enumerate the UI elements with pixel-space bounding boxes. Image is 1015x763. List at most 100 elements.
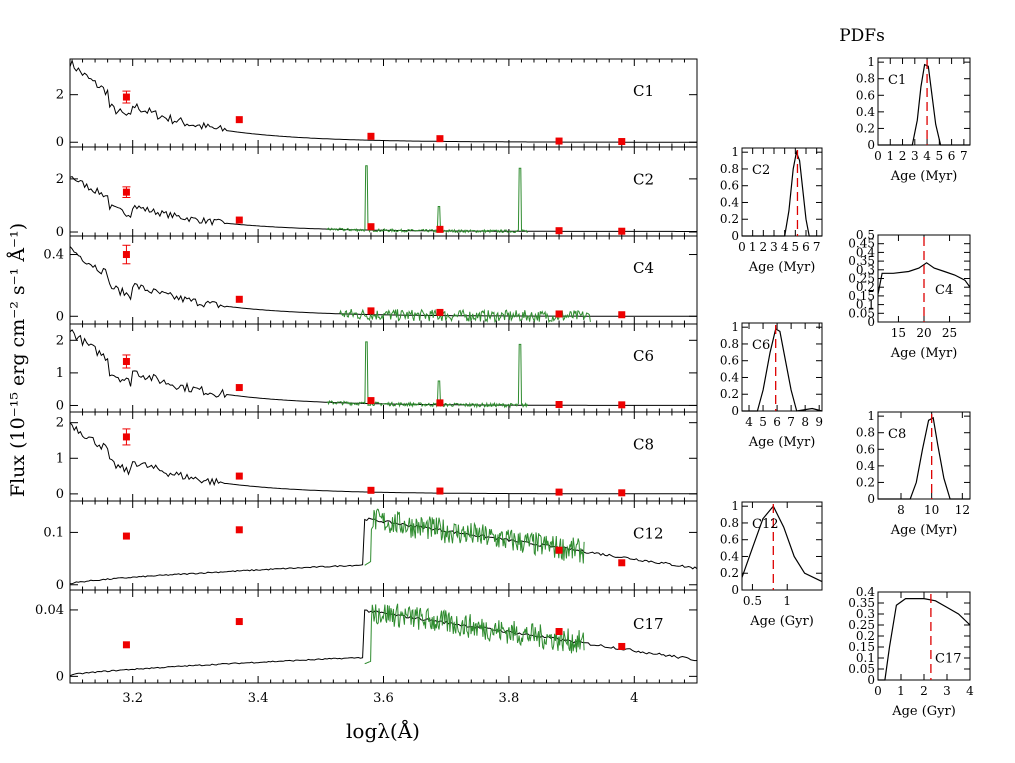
photometry-point: [235, 618, 243, 626]
panel-label-c2: C2: [633, 170, 654, 188]
photometry-point: [235, 295, 243, 303]
pdf-x-tick-label: 7: [813, 240, 821, 254]
pdf-y-tick-label: 0: [731, 404, 739, 418]
model-spectrum-c12: [69, 517, 698, 585]
pdf-y-tick-label: 1: [731, 145, 739, 159]
pdf-y-tick-label: 0: [731, 583, 739, 597]
pdf-frame: [741, 147, 823, 237]
pdf-y-tick-label: 0.4: [856, 105, 875, 119]
pdf-x-axis-label: Age (Gyr): [891, 704, 956, 719]
pdf-x-axis-label: Age (Gyr): [749, 614, 814, 629]
y-tick-label: 0: [56, 578, 64, 593]
pdf-y-tick-label: 0.2: [720, 387, 739, 401]
pdf-c17: 0 1 2 3 400.050.10.150.20.250.30.350.4C17Age…: [848, 585, 974, 719]
photometry-point: [235, 526, 243, 534]
main-spectra-plot: 0 2 C1 0 2 C2 0 0.4 C4 0 1 2 C6 0 1 2 C8 0 0.1 C12 0 0.04 C17 3…: [35, 58, 698, 706]
photometry-point: [618, 401, 626, 409]
pdf-x-tick-label: 6: [802, 240, 810, 254]
pdf-x-tick-label: 5: [792, 240, 800, 254]
pdf-x-tick-label: 7: [787, 415, 795, 429]
panel-frame: [69, 146, 698, 237]
y-tick-label: 2: [56, 88, 64, 103]
panel-label-c12: C12: [633, 524, 664, 542]
pdf-y-tick-label: 1: [867, 409, 875, 423]
y-tick-label: 1: [56, 451, 64, 466]
panel-frame: [69, 235, 698, 325]
pdf-x-tick-label: 3: [911, 149, 919, 163]
pdf-y-tick-label: 0.8: [720, 162, 739, 176]
photometry-point: [122, 641, 130, 649]
pdf-y-tick-label: 0.6: [856, 442, 875, 456]
panel-label-c17: C17: [633, 615, 664, 633]
y-tick-label: 0.1: [43, 525, 64, 540]
pdf-curve-c4: [877, 262, 971, 295]
x-tick-label: 3.4: [248, 691, 269, 706]
x-tick-label: 4: [630, 691, 638, 706]
model-spectrum-c8: [69, 422, 697, 495]
panel-c2: 0 2 C2: [56, 146, 698, 240]
photometry-point: [235, 216, 243, 224]
panel-c17: 0 0.04 C17: [35, 589, 698, 684]
pdf-x-tick-label: 6: [773, 415, 781, 429]
pdf-y-tick-label: 0: [867, 673, 875, 687]
y-tick-label: 0.04: [35, 603, 64, 618]
x-axis-label: logλ(Å): [346, 718, 420, 743]
pdf-x-tick-label: 0: [874, 149, 882, 163]
photometry-point: [555, 401, 563, 409]
pdf-y-tick-label: 0.8: [720, 516, 739, 530]
photometry-point: [555, 137, 563, 145]
photometry-point: [367, 307, 375, 315]
photometry-point: [436, 487, 444, 495]
pdf-c8: 8 10 12 0 0.2 0.4 0.6 0.8 1 C8 Age (Myr): [856, 409, 971, 538]
pdf-y-tick-label: 1: [867, 55, 875, 69]
pdf-y-tick-label: 0.5: [856, 228, 875, 242]
model-spectrum-c2: [69, 176, 697, 232]
pdf-y-tick-label: 0.2: [856, 629, 875, 643]
pdf-curve-c8: [878, 416, 970, 500]
pdf-y-tick-label: 0: [867, 492, 875, 506]
pdf-x-tick-label: 2: [899, 149, 907, 163]
pdf-y-tick-label: 0.05: [848, 306, 875, 320]
panel-label-c4: C4: [633, 259, 654, 277]
pdf-x-tick-label: 1: [783, 594, 791, 608]
model-spectrum-c4: [69, 246, 697, 317]
y-tick-label: 0: [56, 309, 64, 324]
pdf-y-tick-label: 1: [731, 320, 739, 334]
pdf-x-tick-label: 8: [897, 503, 905, 517]
photometry-point: [436, 308, 444, 316]
y-tick-label: 0: [56, 398, 64, 413]
y-tick-label: 2: [56, 172, 64, 187]
model-spectrum-c17: [69, 609, 698, 677]
photometry-point: [436, 135, 444, 143]
photometry-point: [618, 642, 626, 650]
pdf-y-tick-label: 0.4: [856, 459, 875, 473]
photometry-point: [122, 188, 130, 196]
photometry-point: [367, 486, 375, 494]
pdf-y-tick-label: 0.8: [720, 337, 739, 351]
pdf-curve-c12: [741, 505, 823, 583]
pdf-y-tick-label: 0.3: [856, 607, 875, 621]
x-tick-label: 3.8: [499, 691, 520, 706]
photometry-point: [618, 311, 626, 319]
pdf-y-tick-label: 0.15: [848, 289, 875, 303]
pdf-x-tick-label: 4: [923, 149, 931, 163]
pdf-y-tick-label: 0.6: [720, 533, 739, 547]
observed-spectrum-c4: [339, 308, 591, 324]
pdf-y-tick-label: 0.8: [856, 426, 875, 440]
pdf-x-tick-label: 5: [759, 415, 767, 429]
pdf-x-tick-label: 0: [874, 684, 882, 698]
pdf-y-tick-label: 0.25: [848, 272, 875, 286]
panel-label-c8: C8: [633, 435, 654, 453]
panel-frame: [69, 323, 698, 413]
y-axis-label: Flux (10⁻¹⁵ erg cm⁻² s⁻¹ Å⁻¹): [7, 223, 29, 497]
pdf-x-tick-label: 6: [948, 149, 956, 163]
pdf-y-tick-label: 0.6: [720, 354, 739, 368]
pdf-y-tick-label: 0.6: [856, 88, 875, 102]
pdf-x-tick-label: 1: [897, 684, 905, 698]
photometry-point: [555, 488, 563, 496]
pdf-y-tick-label: 0.05: [848, 662, 875, 676]
panel-label-c6: C6: [633, 347, 654, 365]
pdf-y-tick-label: 0.4: [856, 585, 875, 599]
